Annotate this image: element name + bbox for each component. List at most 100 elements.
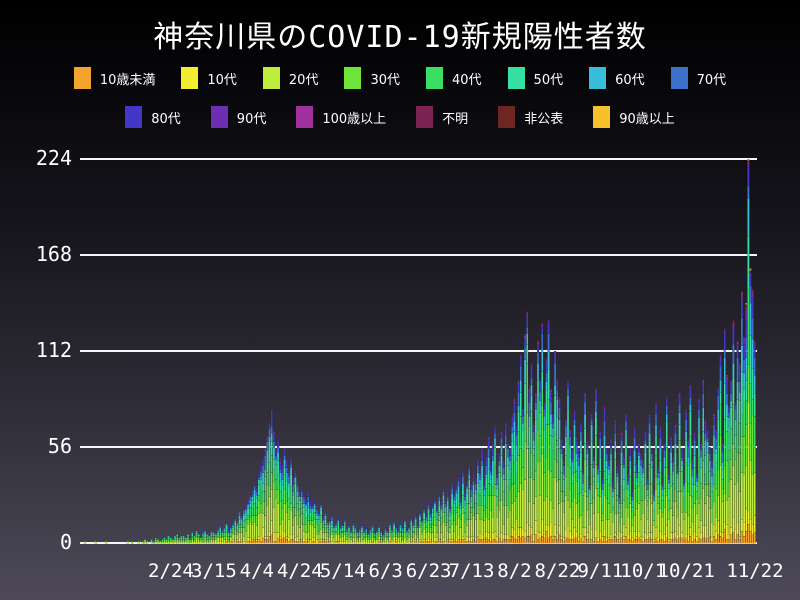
bar-segment xyxy=(715,438,718,449)
bar-segment xyxy=(523,359,527,384)
bar-segment xyxy=(392,520,396,523)
bar-segment xyxy=(659,438,662,448)
bar-segment xyxy=(210,530,213,533)
bar-segment xyxy=(569,429,572,434)
bar-segment xyxy=(448,506,452,509)
bar-segment xyxy=(588,482,591,485)
bar-segment xyxy=(519,527,522,539)
bar-segment xyxy=(541,518,544,537)
bar-segment xyxy=(277,451,280,461)
bar-segment xyxy=(399,535,402,544)
bar-segment xyxy=(577,448,580,453)
bar-segment xyxy=(629,467,632,477)
bar-segment xyxy=(736,481,739,523)
bar-segment xyxy=(309,517,312,521)
bar-segment xyxy=(270,441,273,456)
legend-item-row2-0: 80代 xyxy=(125,106,181,128)
bar-segment xyxy=(214,539,218,544)
bar-segment xyxy=(285,462,288,468)
bar-segment xyxy=(461,482,464,491)
bar-segment xyxy=(674,433,677,444)
bar-segment xyxy=(450,487,454,494)
bar-segment xyxy=(253,515,256,523)
bar-segment xyxy=(538,494,542,533)
bar-segment xyxy=(693,539,696,544)
bar-segment xyxy=(270,410,273,415)
bar-segment xyxy=(371,530,374,533)
bar-segment xyxy=(573,410,576,415)
bar-segment xyxy=(693,434,696,441)
bar-segment xyxy=(654,402,658,405)
bar-segment xyxy=(667,475,671,480)
bar-segment xyxy=(614,487,617,515)
bar-segment xyxy=(210,532,213,535)
bar-segment xyxy=(732,325,735,331)
bar-segment xyxy=(397,534,400,537)
bar-segment xyxy=(618,498,621,504)
bar-segment xyxy=(614,439,617,451)
bar-segment xyxy=(431,541,434,544)
bar-segment xyxy=(708,470,711,484)
bar-segment xyxy=(410,518,413,521)
bar-segment xyxy=(560,457,563,473)
bar-segment xyxy=(450,523,454,540)
bar-segment xyxy=(618,494,621,497)
y-tick-label-224: 224 xyxy=(35,146,72,170)
bar-segment xyxy=(322,541,325,544)
bar-segment xyxy=(388,529,391,533)
bar-segment xyxy=(444,522,447,527)
bar-segment xyxy=(749,302,752,336)
bar-segment xyxy=(629,503,632,532)
bar-segment xyxy=(448,539,452,542)
bar-segment xyxy=(687,491,690,516)
bar-segment xyxy=(322,522,325,525)
bar-segment xyxy=(603,482,606,496)
bar-segment xyxy=(388,541,391,544)
bar-segment xyxy=(526,412,529,449)
bar-segment xyxy=(530,364,533,367)
bar-segment xyxy=(650,539,653,544)
bar-segment xyxy=(384,535,387,539)
bar-segment xyxy=(343,541,346,544)
bar-segment xyxy=(403,522,406,525)
bar-segment xyxy=(753,532,756,544)
bar-segment xyxy=(700,443,703,446)
bar-segment xyxy=(627,539,630,544)
bar-segment xyxy=(541,325,544,328)
bar-segment xyxy=(717,390,720,396)
bar-segment xyxy=(551,508,555,537)
bar-segment xyxy=(727,539,731,544)
bar-segment xyxy=(577,457,580,467)
bar-segment xyxy=(700,520,703,533)
bar-segment xyxy=(487,457,490,470)
bar-segment xyxy=(586,510,589,533)
bar-segment xyxy=(201,532,205,535)
bar-segment xyxy=(734,419,737,436)
bar-segment xyxy=(753,374,756,395)
bar-segment xyxy=(455,537,458,542)
bar-segment xyxy=(639,465,643,475)
bar-segment xyxy=(706,451,709,463)
bar-segment xyxy=(515,534,518,540)
bar-segment xyxy=(566,537,570,544)
bar-segment xyxy=(307,491,310,494)
bar-segment xyxy=(255,541,258,544)
bar-segment xyxy=(223,529,226,532)
bar-segment xyxy=(377,539,381,542)
bar-segment xyxy=(700,450,703,458)
bar-segment xyxy=(665,494,668,527)
bar-segment xyxy=(659,460,662,473)
bar-segment xyxy=(197,534,200,537)
bar-segment xyxy=(710,467,713,477)
bar-segment xyxy=(659,427,662,431)
bar-segment xyxy=(747,163,750,168)
bar-segment xyxy=(184,537,187,540)
bar-segment xyxy=(274,489,278,499)
bar-segment xyxy=(390,537,394,540)
bar-segment xyxy=(412,527,415,532)
bar-segment xyxy=(601,489,604,494)
bar-segment xyxy=(605,448,608,451)
bar-segment xyxy=(418,520,421,527)
bar-segment xyxy=(725,381,729,395)
bar-segment xyxy=(216,535,220,539)
